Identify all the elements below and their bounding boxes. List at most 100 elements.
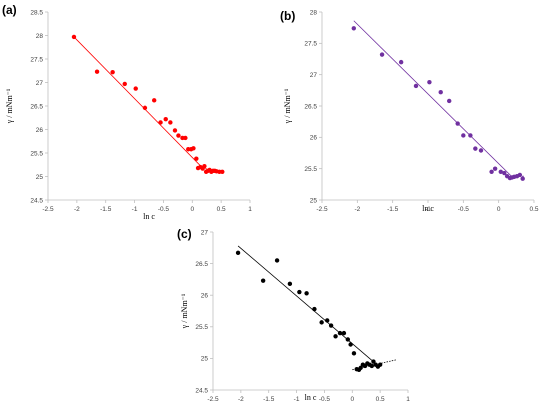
data-point bbox=[502, 170, 507, 176]
data-point bbox=[325, 318, 330, 323]
data-point bbox=[297, 289, 302, 295]
y-tick-label: 26 bbox=[36, 127, 44, 134]
data-point bbox=[520, 176, 525, 181]
data-point bbox=[151, 98, 157, 103]
x-tick-label: -1 bbox=[132, 206, 138, 213]
y-tick-label: 27 bbox=[310, 72, 318, 79]
data-point bbox=[94, 69, 100, 74]
data-point bbox=[333, 334, 338, 339]
data-point bbox=[274, 258, 280, 263]
y-tick-label: 27 bbox=[36, 80, 44, 87]
data-point bbox=[473, 146, 478, 151]
data-point bbox=[194, 156, 199, 161]
data-point bbox=[413, 83, 419, 89]
data-point bbox=[183, 135, 188, 141]
data-point bbox=[312, 306, 317, 312]
x-tick-label: -0.5 bbox=[158, 206, 170, 213]
panel-a: (a) -2.5 -2 -1.5 -1 -0.5 0 0.5 1 24.5 25 25.5 26 26.5… bbox=[2, 3, 252, 221]
data-point bbox=[478, 148, 484, 153]
y-tick-label: 25.5 bbox=[304, 166, 317, 173]
y-tick-label: 25 bbox=[310, 197, 318, 204]
data-point bbox=[260, 278, 266, 283]
data-point bbox=[191, 146, 196, 151]
x-axis-title: ln c bbox=[305, 393, 317, 402]
data-point bbox=[337, 330, 343, 336]
y-tick-label: 24.5 bbox=[30, 197, 43, 204]
panel-label: (b) bbox=[280, 9, 295, 23]
data-point bbox=[358, 365, 363, 371]
data-point bbox=[377, 362, 383, 367]
data-point bbox=[345, 337, 351, 342]
x-tick-label: 1 bbox=[406, 396, 410, 403]
x-tick-label: -2.5 bbox=[316, 206, 328, 213]
trend-line bbox=[73, 36, 203, 169]
data-point bbox=[202, 163, 207, 169]
data-point bbox=[371, 359, 376, 364]
data-point bbox=[287, 281, 293, 287]
x-tick-label: -1 bbox=[294, 396, 300, 403]
panel-label: (c) bbox=[177, 227, 192, 241]
data-point bbox=[492, 166, 498, 171]
data-point bbox=[122, 81, 127, 87]
y-tick-label: 27.5 bbox=[304, 41, 317, 48]
y-axis-title: γ / mNm⁻¹ bbox=[283, 88, 292, 124]
x-tick-label: 0 bbox=[190, 206, 194, 213]
y-tick-label: 24.5 bbox=[195, 387, 208, 394]
y-tick-label: 25.5 bbox=[195, 324, 208, 331]
x-axis-title: ln c bbox=[143, 212, 155, 221]
data-point bbox=[348, 342, 353, 347]
x-axis-title: ln c bbox=[422, 204, 434, 213]
panel-b: (b) -2.5 -2 -1.5 -1 -0.5 0 0.5 25 25.5 26 26.5 27 27.… bbox=[280, 9, 539, 213]
data-point bbox=[427, 79, 432, 85]
data-point bbox=[168, 120, 173, 125]
data-point bbox=[163, 116, 168, 122]
data-point bbox=[468, 133, 473, 138]
x-tick-label: -2.5 bbox=[207, 396, 219, 403]
x-tick-label: -0.5 bbox=[458, 206, 470, 213]
y-tick-label: 28.5 bbox=[30, 9, 43, 16]
x-tick-label: -2 bbox=[74, 206, 80, 213]
data-point bbox=[142, 105, 148, 111]
y-tick-label: 26.5 bbox=[195, 261, 208, 268]
trend-line bbox=[237, 245, 373, 361]
data-point bbox=[341, 330, 347, 336]
x-tick-label: 0.5 bbox=[529, 206, 538, 213]
y-tick-label: 28 bbox=[310, 9, 318, 16]
y-tick-label: 26 bbox=[310, 135, 318, 142]
data-point bbox=[438, 90, 443, 95]
y-axis-title: γ / mNm⁻¹ bbox=[5, 88, 14, 124]
x-tick-label: 0 bbox=[497, 206, 501, 213]
data-point bbox=[461, 133, 466, 138]
y-tick-label: 25 bbox=[36, 174, 44, 181]
y-tick-label: 25 bbox=[201, 356, 209, 363]
data-point bbox=[220, 169, 225, 174]
y-tick-label: 26 bbox=[201, 293, 209, 300]
y-axis-title: γ / mNm⁻¹ bbox=[180, 293, 189, 329]
data-point bbox=[517, 172, 523, 178]
x-tick-label: 0.5 bbox=[376, 396, 385, 403]
panel-label: (a) bbox=[2, 3, 17, 17]
y-tick-label: 27.5 bbox=[30, 56, 43, 63]
data-point bbox=[110, 69, 115, 75]
data-point bbox=[304, 291, 309, 296]
y-tick-label: 28 bbox=[36, 33, 44, 40]
y-tick-label: 27 bbox=[201, 229, 209, 236]
data-point bbox=[351, 351, 357, 356]
x-tick-label: -1.5 bbox=[100, 206, 112, 213]
x-tick-label: -1.5 bbox=[387, 206, 399, 213]
x-tick-label: 0 bbox=[350, 396, 354, 403]
data-point bbox=[172, 128, 178, 133]
x-tick-label: -1.5 bbox=[263, 396, 275, 403]
data-point bbox=[369, 363, 374, 369]
data-point bbox=[489, 169, 494, 174]
data-point bbox=[176, 133, 181, 138]
x-tick-label: -0.5 bbox=[319, 396, 331, 403]
data-point bbox=[71, 34, 77, 40]
y-tick-label: 25.5 bbox=[30, 150, 43, 157]
data-point bbox=[158, 120, 163, 125]
y-tick-label: 26.5 bbox=[304, 103, 317, 110]
data-point bbox=[379, 52, 385, 57]
x-tick-label: -2 bbox=[354, 206, 360, 213]
data-point bbox=[351, 26, 356, 31]
